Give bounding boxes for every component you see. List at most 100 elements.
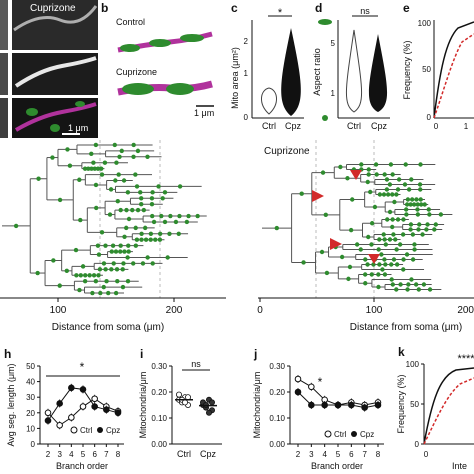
mitochondrion-marker	[118, 207, 123, 213]
mitochondrion-marker	[324, 270, 330, 276]
mitochondrion-marker	[420, 232, 425, 237]
legend-label-cpz: Cpz	[106, 426, 120, 435]
cuprizone-dendrogram-title: Cuprizone	[264, 146, 310, 157]
mitochondrion-marker	[87, 273, 92, 278]
mitochondrion-marker	[50, 155, 55, 160]
mitochondrion-marker	[390, 282, 396, 287]
mitochondrion-marker	[167, 231, 172, 237]
data-point-cpz	[294, 388, 302, 396]
y-tick-label: 20	[26, 409, 35, 418]
mitochondrion-marker	[121, 178, 127, 183]
mitochondrion-marker	[80, 264, 86, 269]
mitochondrion-marker	[65, 147, 70, 152]
y-axis-label: Frequency (%)	[396, 374, 406, 433]
y-tick-label: 30	[26, 393, 35, 402]
mitochondrion-marker	[113, 178, 118, 183]
left-xtick: 100	[50, 305, 67, 316]
mitochondrion-marker	[131, 261, 136, 266]
d-xtick-ctrl: Ctrl	[347, 121, 361, 131]
em-image-panel: Cuprizone 1 μm	[0, 0, 98, 138]
mitochondrion-marker	[90, 290, 95, 296]
mitochondrion-marker	[116, 172, 121, 177]
e-ylabel: Frequency (%)	[402, 40, 412, 99]
mitochondrion-marker	[141, 207, 147, 213]
y-tick-label: 0.00	[269, 440, 285, 449]
mitochondrion-marker	[139, 196, 144, 201]
mitochondrion-marker	[93, 278, 99, 284]
mitochondrion-marker	[365, 179, 370, 185]
mitochondrion-marker	[124, 225, 129, 231]
mitochondrion-marker	[299, 191, 304, 196]
mitochondrion-marker	[394, 262, 400, 267]
data-point-ctrl	[294, 375, 302, 383]
data-point-ctrl	[175, 391, 182, 398]
mitochondrion-marker	[168, 213, 173, 219]
legend-label-ctrl: Ctrl	[334, 430, 347, 439]
em-condition-label: Cuprizone	[30, 3, 76, 14]
panel-d: d Aspect ratio 5 1 ns Ctrl Cpz	[312, 1, 390, 131]
mitochondrion-marker	[119, 148, 124, 154]
right-xtick: 0	[257, 305, 263, 316]
mitochondrion-marker	[93, 142, 99, 148]
y-tick-label: 50	[26, 362, 35, 371]
mitochondrion-marker	[400, 232, 406, 237]
mitochondrion-marker	[301, 260, 306, 265]
mitochondrion-marker	[368, 189, 373, 195]
mitochondrion-marker	[319, 249, 325, 255]
mitochondrion-marker	[67, 163, 73, 168]
mitochondrion-marker	[418, 197, 423, 202]
d-ytick: 1	[331, 89, 336, 98]
middle-row: Cuprizone 100 200 Distance from soma (μm…	[0, 140, 474, 333]
mitochondrion-marker	[162, 219, 168, 225]
mitochondrion-marker	[93, 182, 99, 188]
mitochondrion-marker	[395, 217, 401, 222]
y-tick-label: 100	[406, 360, 420, 369]
mitochondrion-marker	[109, 267, 114, 272]
y-axis-label: Avg seg. length (μm)	[6, 363, 16, 446]
mitochondrion-marker	[162, 190, 168, 195]
mitochondrion-marker	[186, 213, 191, 219]
y-tick-label: 0.20	[269, 388, 285, 397]
x-tick-label: 7	[362, 450, 367, 459]
d-violin-cpz	[368, 34, 388, 112]
mitochondrion-marker	[350, 197, 355, 202]
red-arrowhead-marker	[350, 170, 362, 180]
mitochondrion-marker	[362, 272, 368, 277]
mitochondrion-marker	[121, 261, 126, 266]
mitochondrion-marker	[177, 213, 182, 219]
mitochondrion-marker	[358, 247, 363, 252]
x-axis-label: Inte	[452, 461, 467, 471]
mitochondrion-marker	[339, 254, 345, 260]
c-ylabel: Mito area (μm²)	[230, 47, 240, 109]
k-cpz-curve	[423, 377, 474, 445]
mitochondrion-marker	[138, 190, 143, 195]
mitochondrion-marker	[421, 282, 427, 287]
mitochondrion-marker	[149, 196, 155, 201]
d-xtick-cpz: Cpz	[371, 121, 388, 131]
control-dendrogram	[2, 142, 207, 296]
mitochondrion-marker	[35, 270, 40, 276]
mitochondrion-marker	[376, 247, 381, 252]
mitochondrion-marker	[404, 212, 409, 217]
data-point-ctrl	[308, 383, 315, 391]
mitochondrion-marker	[82, 166, 88, 171]
data-point-cpz	[79, 386, 87, 393]
mitochondrion-marker	[143, 237, 149, 242]
mitochondrion-marker	[120, 284, 126, 290]
y-tick-label: 0.10	[269, 414, 285, 423]
x-tick-label: Ctrl	[177, 449, 191, 459]
mitochondrion-marker	[114, 160, 119, 165]
x-tick-label: 2	[296, 450, 301, 459]
mitochondrion-marker	[416, 227, 421, 232]
mitochondrion-marker	[148, 237, 153, 242]
mitochondrion-marker	[372, 204, 378, 210]
mitochondrion-marker	[124, 207, 129, 213]
mitochondrion-marker	[412, 247, 417, 252]
right-xtick: 200	[457, 305, 474, 316]
mitochondrion-marker	[406, 187, 412, 192]
mitochondrion-marker	[95, 243, 101, 248]
mitochondrion-marker	[338, 164, 343, 170]
mitochondrion-marker	[110, 243, 116, 248]
mitochondrion-marker	[382, 172, 387, 177]
mitochondrion-marker	[99, 172, 105, 177]
